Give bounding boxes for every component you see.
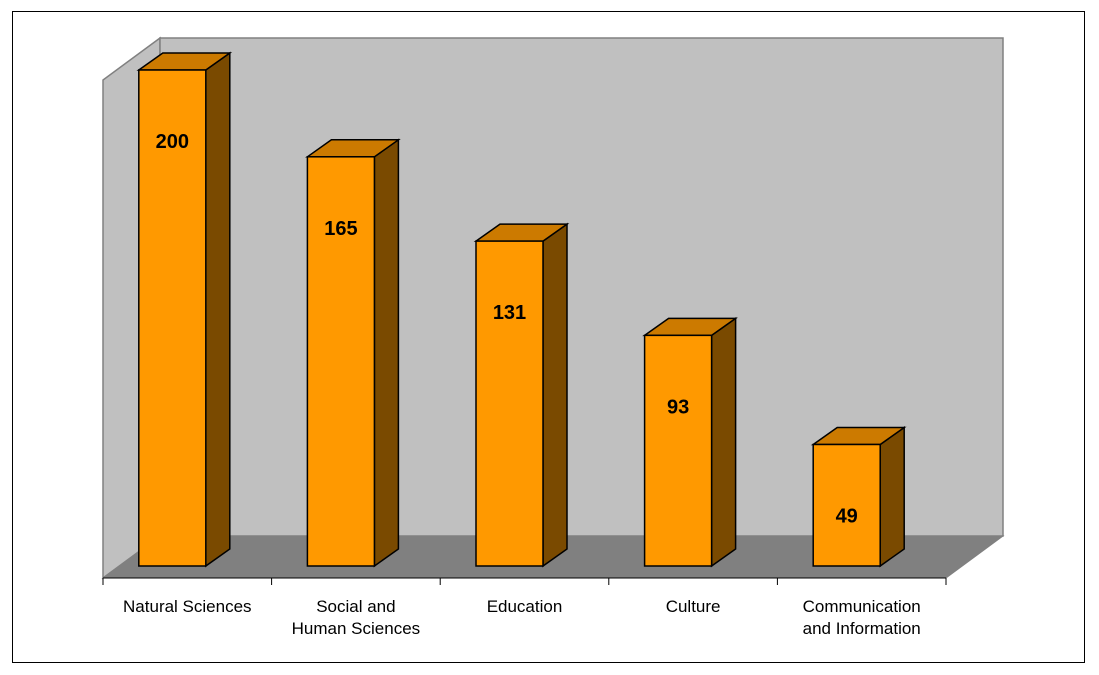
bar-value-label: 93 xyxy=(667,396,689,418)
bar-side xyxy=(373,138,400,568)
category-label-line: Social and xyxy=(316,597,395,616)
category-label: Education xyxy=(487,597,563,616)
bar: 49 xyxy=(810,426,907,568)
bar: 93 xyxy=(642,316,738,568)
bar: 165 xyxy=(305,138,401,568)
bar-side xyxy=(205,51,231,568)
bar-front xyxy=(643,334,713,567)
bar-front xyxy=(475,240,544,567)
category-labels: Natural Sciences Social and Human Sciences… xyxy=(123,597,921,638)
category-axis xyxy=(102,577,947,585)
bar-value-label: 131 xyxy=(493,302,526,324)
bar-value-label: 49 xyxy=(836,505,858,527)
bar: 200 xyxy=(136,51,233,568)
chart-frame xyxy=(12,11,1085,663)
bar-front xyxy=(812,443,881,567)
category-label: Culture xyxy=(666,597,721,616)
bar-side xyxy=(542,222,568,568)
category-label: Social and Human Sciences xyxy=(292,597,421,638)
bar-side xyxy=(710,316,737,568)
category-label-line: Human Sciences xyxy=(292,619,421,638)
bar-side xyxy=(879,426,905,568)
bar-value-label: 200 xyxy=(156,131,189,153)
bar-front xyxy=(138,69,207,567)
category-label-line: Natural Sciences xyxy=(123,597,252,616)
category-label: Communication and Information xyxy=(803,597,921,638)
category-label-line: and Information xyxy=(803,619,921,638)
category-label-line: Culture xyxy=(666,597,721,616)
bar-front xyxy=(306,156,376,567)
bar: 131 xyxy=(473,222,570,568)
category-label-line: Communication xyxy=(803,597,921,616)
bar-value-label: 165 xyxy=(324,218,357,240)
category-label: Natural Sciences xyxy=(123,597,252,616)
category-label-line: Education xyxy=(487,597,563,616)
bars: 200 165 131 93 49 xyxy=(136,51,907,568)
